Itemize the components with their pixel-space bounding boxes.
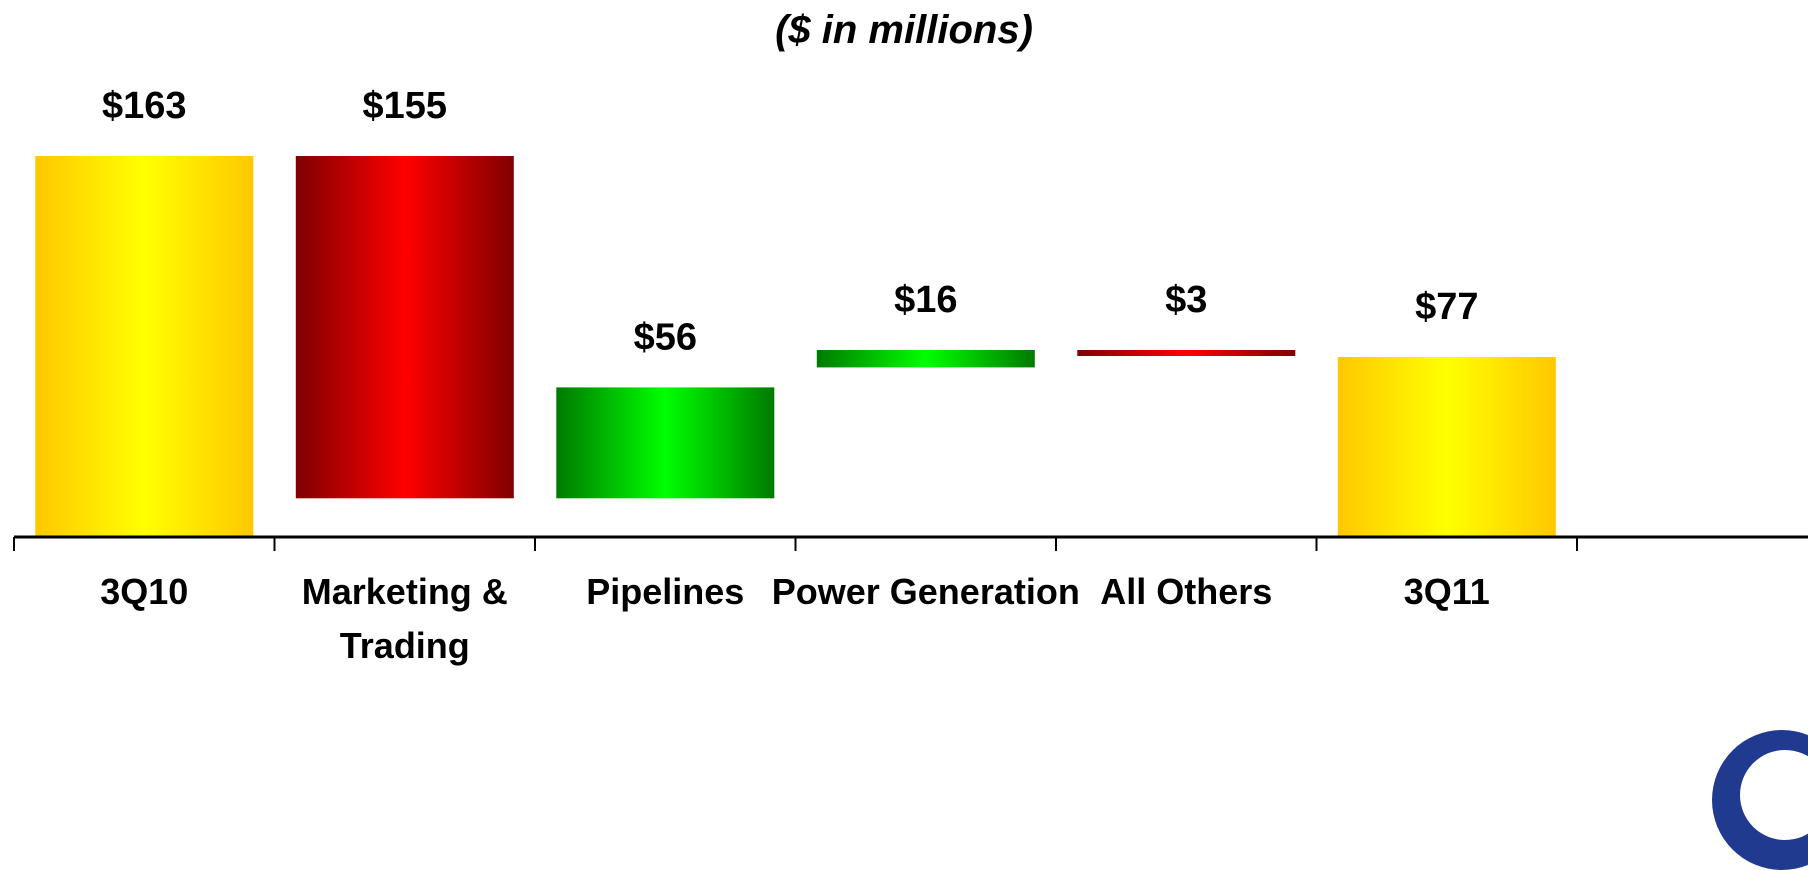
data-label-0: $163 (102, 85, 187, 127)
bar-1 (295, 156, 514, 499)
bar-3 (816, 350, 1035, 368)
category-label-4: All Others (1100, 571, 1272, 612)
chart-subtitle: ($ in millions) (775, 8, 1033, 52)
data-label-2: $56 (634, 316, 697, 358)
data-label-1: $155 (363, 85, 448, 127)
bar-0 (35, 156, 254, 537)
bar-4 (1077, 350, 1296, 356)
bar-5 (1337, 357, 1556, 537)
data-label-4: $3 (1165, 279, 1207, 321)
waterfall-chart: $163 $155 $56 $16 $3 $77 3Q10 Marketing & Tradi… (13, 85, 1808, 666)
category-label-5: 3Q11 (1404, 571, 1490, 612)
category-label-3: Power Generation (772, 571, 1080, 612)
category-label-1: Marketing & (302, 571, 508, 612)
data-label-5: $77 (1415, 286, 1478, 328)
category-label-1: Trading (340, 625, 470, 666)
data-label-3: $16 (894, 279, 957, 321)
bar-2 (556, 387, 775, 499)
category-label-0: 3Q10 (100, 571, 188, 612)
category-label-2: Pipelines (586, 571, 744, 612)
